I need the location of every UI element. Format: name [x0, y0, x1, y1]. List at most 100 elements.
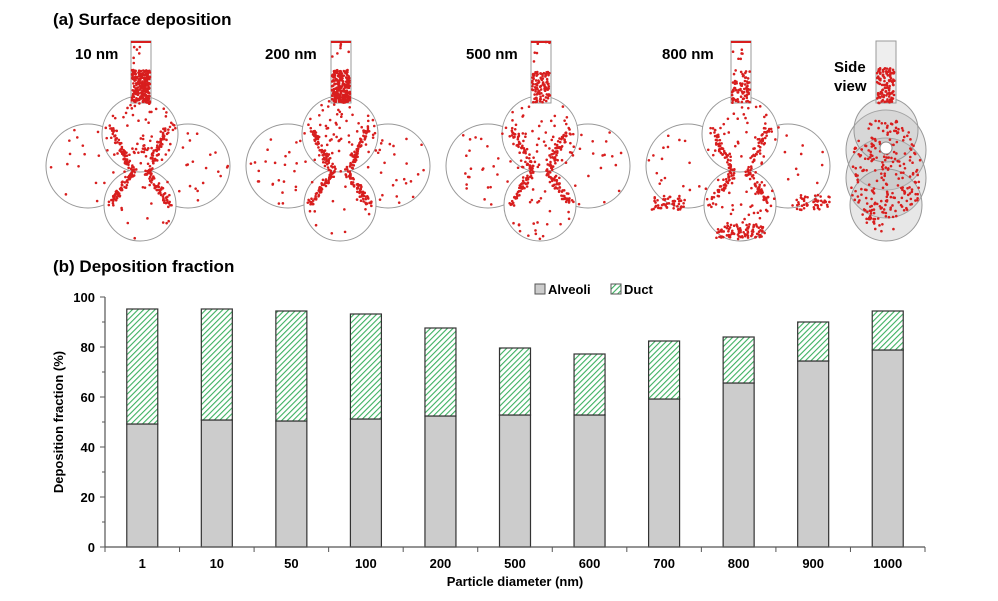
particle: [383, 161, 386, 165]
particle: [140, 74, 144, 77]
particle: [349, 177, 352, 180]
particle: [111, 114, 115, 118]
particle: [160, 158, 164, 161]
particle: [515, 144, 519, 147]
x-tick-label: 700: [653, 556, 675, 571]
particle: [547, 72, 551, 75]
particle: [521, 179, 525, 183]
particle: [169, 203, 172, 207]
particle: [131, 169, 134, 172]
particle: [195, 132, 199, 135]
particle: [128, 153, 131, 157]
particle: [327, 153, 331, 156]
particle: [555, 153, 558, 157]
particle: [553, 187, 557, 190]
particle: [328, 156, 332, 160]
particle: [116, 152, 119, 155]
particle: [141, 185, 145, 189]
particle: [340, 112, 344, 116]
y-tick-label: 0: [88, 540, 95, 555]
particle: [516, 190, 520, 194]
particle: [171, 123, 175, 126]
particle: [350, 143, 354, 146]
particle: [366, 125, 370, 128]
particle: [143, 173, 147, 176]
particle: [147, 77, 151, 81]
particle: [320, 103, 323, 107]
particle: [531, 82, 535, 86]
y-tick-label: 20: [81, 490, 95, 505]
particle: [531, 167, 534, 170]
particle: [111, 132, 115, 136]
particle: [120, 206, 123, 210]
particle: [481, 168, 484, 171]
particle: [514, 196, 518, 199]
particle: [557, 190, 561, 194]
particle: [335, 82, 339, 85]
particle: [309, 202, 312, 206]
particle: [177, 189, 181, 193]
particle: [518, 151, 521, 155]
particle: [106, 148, 109, 152]
particle: [304, 160, 307, 163]
particle: [533, 73, 536, 76]
bar-alveoli-1: [126, 423, 159, 548]
bar-alveoli-900: [797, 360, 830, 548]
particle: [492, 165, 495, 168]
particle: [318, 113, 321, 117]
particle: [141, 100, 145, 104]
particle: [538, 100, 542, 103]
y-tick-label: 80: [81, 340, 95, 355]
particle: [541, 234, 545, 238]
bar-duct-1: [126, 308, 159, 425]
particle: [342, 82, 346, 86]
particle: [148, 164, 152, 168]
particle: [614, 163, 618, 167]
particle: [536, 221, 539, 224]
particle: [147, 121, 150, 124]
particle: [531, 188, 535, 191]
particle: [135, 97, 138, 101]
bar-alveoli-600: [573, 414, 606, 548]
particle: [374, 149, 378, 152]
particle: [534, 88, 537, 91]
x-tick-label: 1: [139, 556, 146, 571]
particle: [351, 176, 355, 180]
particle: [309, 117, 312, 121]
bar-duct-600: [573, 353, 606, 416]
particle: [361, 140, 364, 144]
particle: [534, 79, 538, 82]
particle: [542, 71, 546, 75]
particle: [347, 140, 351, 144]
particle: [343, 96, 347, 100]
particle: [166, 199, 169, 202]
particle: [347, 98, 351, 101]
particle: [474, 136, 477, 139]
particle: [343, 230, 347, 234]
particle: [535, 74, 538, 77]
particle: [133, 79, 136, 82]
particle: [546, 96, 550, 100]
x-axis-label: Particle diameter (nm): [447, 574, 584, 589]
particle: [335, 123, 338, 126]
particle: [560, 194, 563, 197]
particle: [168, 125, 172, 129]
x-tick-label: 500: [504, 556, 526, 571]
particle: [317, 193, 321, 197]
particle: [568, 197, 571, 200]
bar-duct-800: [722, 336, 755, 384]
particle: [535, 100, 539, 103]
particle: [521, 144, 524, 148]
particle: [341, 76, 344, 80]
particle: [334, 167, 337, 171]
particle: [339, 115, 343, 119]
particle: [139, 87, 142, 90]
particle: [303, 132, 306, 135]
particle: [392, 144, 395, 148]
particle: [132, 45, 136, 49]
particle: [122, 115, 125, 119]
bar-alveoli-50: [275, 420, 308, 548]
particle: [539, 72, 542, 75]
particle: [348, 170, 352, 173]
particle: [591, 140, 594, 143]
